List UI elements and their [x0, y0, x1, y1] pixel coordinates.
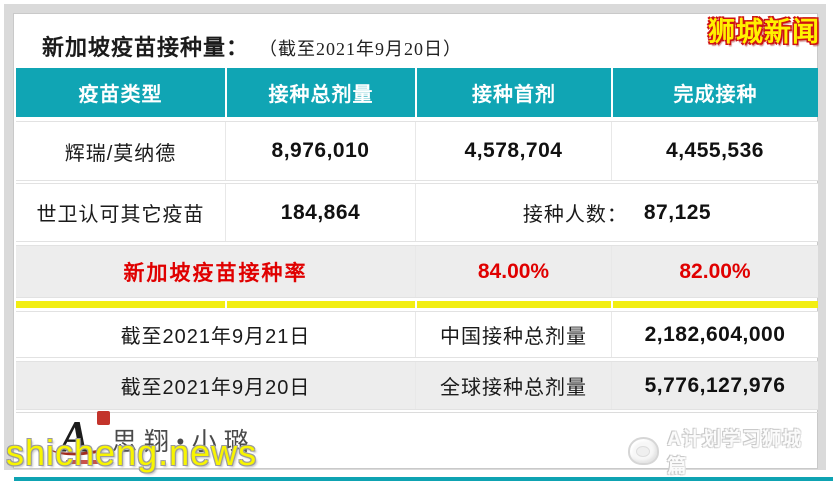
cell-who-total-doses: 184,864	[225, 184, 415, 241]
cell-china-value: 2,182,604,000	[611, 312, 818, 357]
site-badge: 狮城新闻	[708, 17, 820, 47]
bottom-teal-stripe	[14, 477, 833, 481]
cell-who-label: 世卫认可其它疫苗	[36, 204, 205, 226]
column-header-first-dose: 接种首剂	[415, 68, 611, 117]
cell-global-value: 5,776,127,976	[611, 362, 818, 409]
cell-rate-first-dose: 84.00%	[415, 246, 611, 297]
table-row-pfizer-moderna: 辉瑞/莫纳德 8,976,010 4,578,704 4,455,536	[16, 121, 818, 181]
watermark-shicheng-news: shicheng.news	[6, 432, 258, 473]
cell-pfizer-total-doses: 8,976,010	[225, 122, 415, 180]
cell-china-date: 截至2021年9月21日	[120, 326, 311, 348]
lion-emblem-icon	[628, 437, 660, 465]
people-count-value: 87,125	[643, 200, 712, 224]
table-row-who-other: 世卫认可其它疫苗 184,864 接种人数： 87,125	[16, 183, 818, 242]
cell-pfizer-first-dose: 4,578,704	[415, 122, 611, 180]
yellow-divider-segment	[415, 301, 611, 308]
yellow-divider-segment	[16, 301, 225, 308]
table-row-china: 截至2021年9月21日 中国接种总剂量 2,182,604,000	[16, 311, 818, 358]
title-date-note: （截至2021年9月20日）	[259, 39, 463, 59]
table-header-row: 疫苗类型 接种总剂量 接种首剂 完成接种	[16, 68, 818, 117]
channel-name: A计划学习狮城篇	[667, 429, 803, 477]
page-title: 新加坡疫苗接种量：	[42, 35, 250, 60]
cell-who-people: 接种人数： 87,125	[415, 184, 818, 241]
cell-pfizer-completed: 4,455,536	[611, 122, 818, 180]
table-row-sg-rate: 新加坡疫苗接种率 84.00% 82.00%	[16, 245, 818, 298]
column-header-completed: 完成接种	[611, 68, 818, 117]
yellow-divider	[16, 301, 818, 308]
yellow-divider-segment	[611, 301, 818, 308]
channel-signature: A计划学习狮城篇	[628, 424, 818, 478]
column-header-vaccine-type: 疫苗类型	[78, 84, 163, 106]
cell-global-date: 截至2021年9月20日	[120, 377, 311, 399]
brand-name: 思翔•小璐	[112, 429, 256, 456]
people-count-label: 接种人数：	[522, 204, 628, 226]
yellow-divider-segment	[225, 301, 415, 308]
brand-logo-letter: A	[60, 412, 90, 461]
brand-logo: A	[46, 411, 112, 465]
cell-rate-completed: 82.00%	[611, 246, 818, 297]
table-bottom-divider	[16, 412, 818, 413]
cell-china-label: 中国接种总剂量	[415, 312, 611, 357]
cell-rate-label: 新加坡疫苗接种率	[123, 261, 308, 285]
title-bar: 新加坡疫苗接种量： （截至2021年9月20日）	[42, 30, 462, 60]
cell-pfizer-label: 辉瑞/莫纳德	[64, 142, 177, 165]
column-header-total-doses: 接种总剂量	[225, 68, 415, 117]
table-row-global: 截至2021年9月20日 全球接种总剂量 5,776,127,976	[16, 361, 818, 410]
logo-red-tagline	[66, 460, 100, 464]
red-seal-icon	[97, 411, 110, 425]
cell-global-label: 全球接种总剂量	[415, 362, 611, 409]
